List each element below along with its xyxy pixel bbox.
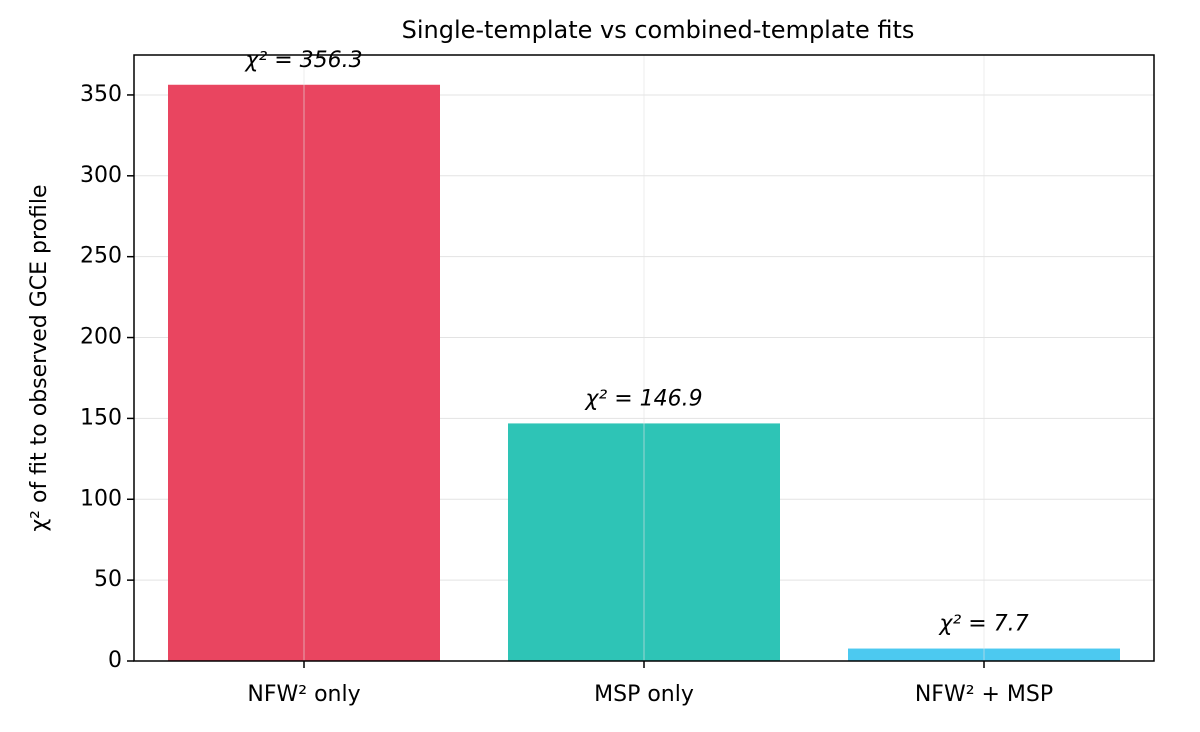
y-tick-label: 200 — [80, 325, 122, 350]
y-tick-label: 150 — [80, 405, 122, 430]
value-label: χ² = 356.3 — [244, 48, 362, 73]
y-tick-label: 0 — [108, 648, 122, 673]
y-tick-label: 100 — [80, 486, 122, 511]
x-tick-label: NFW² only — [247, 682, 360, 707]
y-tick-label: 50 — [94, 567, 122, 592]
y-tick-label: 250 — [80, 244, 122, 269]
x-tick-label: MSP only — [594, 682, 694, 707]
value-label: χ² = 146.9 — [584, 386, 702, 411]
y-axis-label: χ² of fit to observed GCE profile — [27, 184, 52, 531]
plot-frame — [133, 54, 1155, 662]
y-tick-label: 350 — [80, 82, 122, 107]
chart-title: Single-template vs combined-template fit… — [402, 16, 915, 44]
y-tick-label: 300 — [80, 163, 122, 188]
x-tick-label: NFW² + MSP — [915, 682, 1053, 707]
value-label: χ² = 7.7 — [938, 612, 1028, 637]
